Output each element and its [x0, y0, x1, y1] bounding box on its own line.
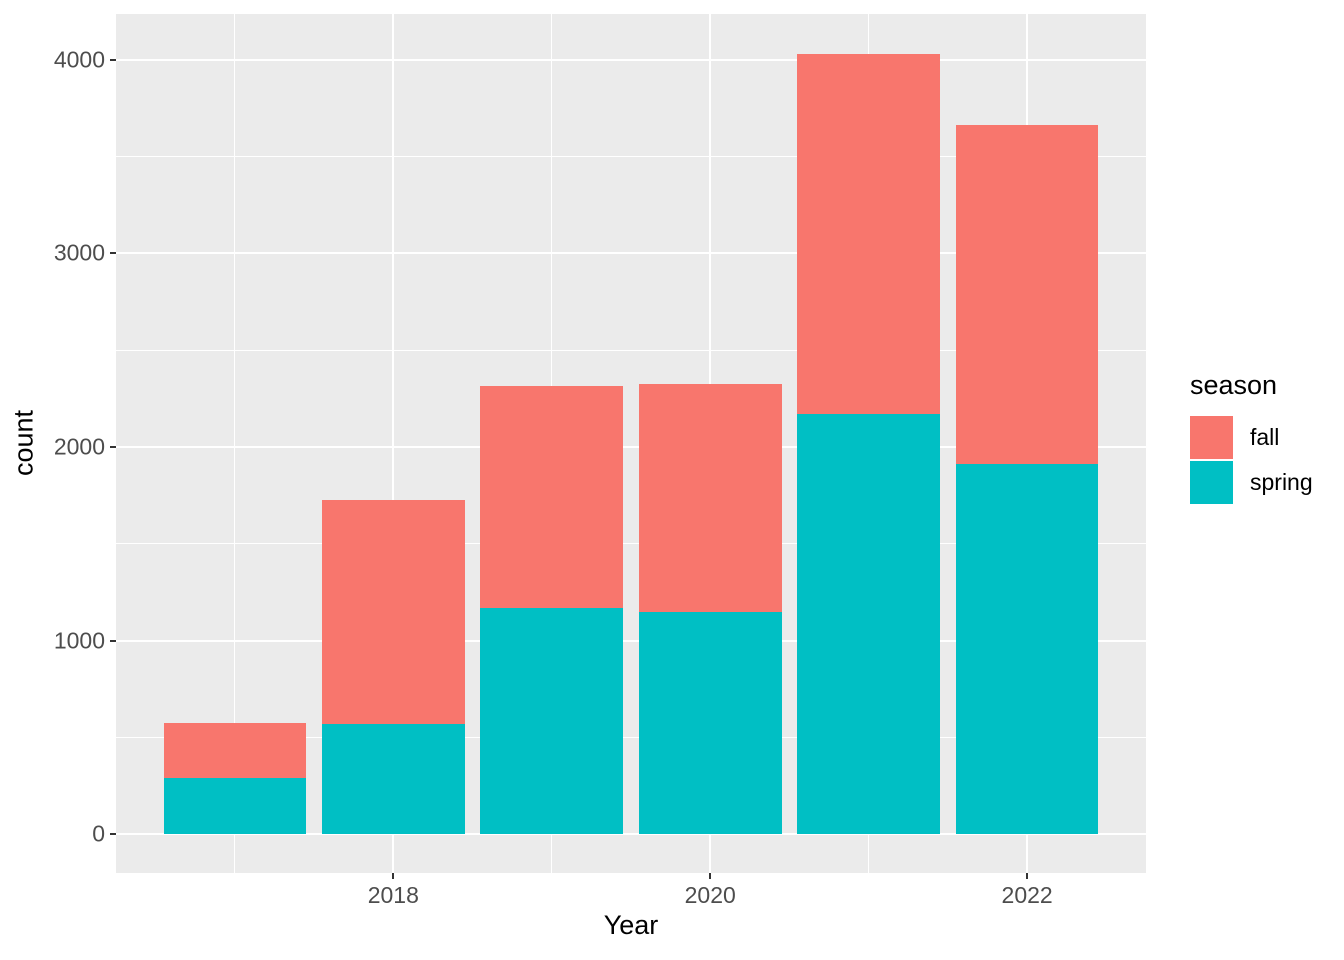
y-tick-label-1000: 1000 — [53, 627, 105, 654]
x-tick-label-2022: 2022 — [1001, 882, 1053, 908]
y-tick-mark-0 — [110, 833, 116, 836]
bar-2019-spring — [480, 607, 624, 835]
plot-panel — [116, 14, 1146, 873]
gridline-y-minor-500 — [116, 736, 1146, 738]
legend-keys: fall spring — [1190, 415, 1313, 505]
gridline-y-major-4000 — [116, 58, 1146, 61]
legend-key-spring: spring — [1190, 460, 1313, 505]
bar-2020-spring — [638, 611, 782, 835]
legend-label-spring: spring — [1250, 469, 1313, 495]
bar-2017-spring — [163, 778, 307, 835]
legend-title: season — [1190, 370, 1278, 400]
gridline-x-minor-2017 — [234, 14, 236, 873]
y-tick-mark-2000 — [110, 445, 116, 448]
legend: season fall spring — [1190, 370, 1313, 505]
gridline-y-minor-2500 — [116, 349, 1146, 351]
bar-2022-spring — [955, 464, 1099, 835]
y-tick-mark-1000 — [110, 639, 116, 642]
y-tick-label-0: 0 — [92, 820, 105, 847]
legend-swatch-spring — [1190, 461, 1233, 504]
x-tick-mark-2018 — [392, 873, 395, 879]
legend-label-fall: fall — [1250, 424, 1280, 450]
gridline-y-major-2000 — [116, 445, 1146, 448]
bar-2021-fall — [797, 53, 940, 414]
gridline-x-major-2018 — [392, 14, 395, 873]
gridline-y-major-3000 — [116, 252, 1146, 255]
legend-key-fall: fall — [1190, 415, 1313, 460]
y-tick-mark-3000 — [110, 252, 116, 255]
bar-2021-spring — [797, 413, 940, 835]
legend-swatch-fall — [1190, 416, 1233, 459]
x-axis-title: Year — [603, 910, 659, 940]
y-axis-title: count — [8, 409, 39, 477]
y-tick-label-4000: 4000 — [53, 46, 105, 73]
y-tick-label-2000: 2000 — [53, 433, 105, 460]
x-tick-label-2020: 2020 — [684, 882, 736, 908]
y-tick-label-3000: 3000 — [53, 239, 105, 266]
x-tick-mark-2022 — [1026, 873, 1029, 879]
bar-2022-fall — [955, 125, 1099, 465]
x-tick-mark-2020 — [709, 873, 712, 879]
x-tick-label-2018: 2018 — [367, 882, 419, 908]
bar-2019-fall — [480, 385, 624, 608]
bar-2018-fall — [322, 500, 465, 724]
bar-2020-fall — [638, 383, 782, 612]
gridline-y-minor-1500 — [116, 543, 1146, 545]
gridline-y-major-0 — [116, 833, 1146, 836]
y-tick-mark-4000 — [110, 58, 116, 61]
bar-2018-spring — [322, 723, 465, 835]
bar-2017-fall — [163, 722, 307, 779]
gridline-y-minor-3500 — [116, 155, 1146, 157]
gridline-y-major-1000 — [116, 639, 1146, 642]
